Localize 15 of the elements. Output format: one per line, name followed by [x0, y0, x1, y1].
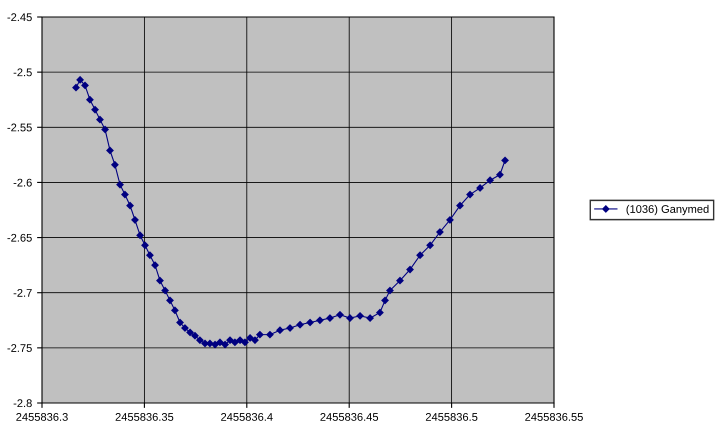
x-tick-label: 2455836.55 — [525, 413, 583, 421]
y-tick-label: -2.45 — [7, 13, 32, 22]
x-tick-label: 2455836.3 — [16, 413, 68, 421]
y-tick-label: -2.75 — [7, 344, 32, 352]
y-tick-label: -2.8 — [14, 399, 32, 408]
y-tick-label: -2.5 — [14, 68, 32, 76]
x-tick-label: 2455836.35 — [116, 413, 174, 421]
y-tick-label: -2.7 — [14, 288, 32, 297]
legend-label: (1036) Ganymed — [626, 204, 708, 216]
y-tick-label: -2.65 — [7, 234, 32, 242]
y-tick-label: -2.6 — [14, 178, 32, 187]
x-tick-label: 2455836.4 — [221, 413, 273, 421]
x-tick-label: 2455836.45 — [320, 413, 378, 421]
y-tick-label: -2.55 — [7, 124, 32, 132]
x-tick-label: 2455836.5 — [426, 413, 478, 421]
